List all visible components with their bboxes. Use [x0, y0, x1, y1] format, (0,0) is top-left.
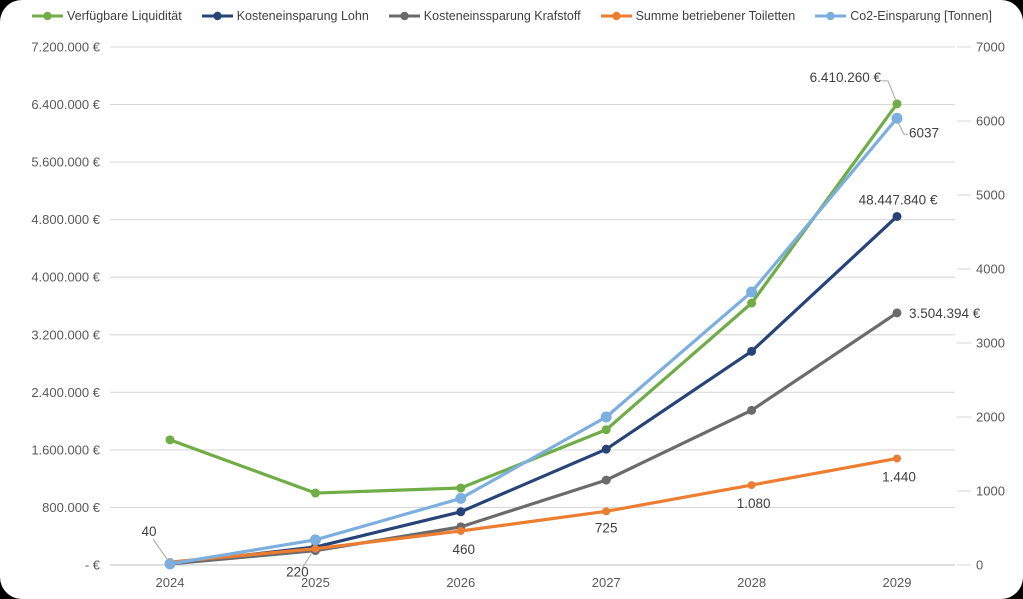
- right-axis-tick-label: 7000: [976, 40, 1005, 55]
- label-leader-line: [301, 553, 312, 568]
- label-leader-line: [881, 80, 897, 102]
- left-axis-tick-label: 4.800.000 €: [31, 212, 100, 227]
- data-label-summe-betriebener-toiletten-2026: 460: [453, 542, 476, 557]
- right-axis-tick-label: 5000: [976, 188, 1005, 203]
- data-point-kosteneinssparung-krafstoff-2027[interactable]: [601, 475, 611, 485]
- data-point-co2-einsparung-tonnen-2024[interactable]: [164, 558, 176, 570]
- legend-item-co2-einsparung-tonnen[interactable]: Co2-Einsparung [Tonnen]: [814, 9, 992, 23]
- legend-label: Co2-Einsparung [Tonnen]: [850, 9, 992, 23]
- label-leader-line: [897, 122, 908, 135]
- data-labels: 6.410.260 € 48.447.840 € 3.504.394 € 6037 40…: [141, 70, 980, 580]
- data-point-kosteneinssparung-krafstoff-2029[interactable]: [892, 308, 902, 318]
- data-label-summe-betriebener-toiletten-2029: 1.440: [882, 469, 916, 484]
- left-axis-tick-label: 3.200.000 €: [31, 327, 100, 342]
- data-point-co2-einsparung-tonnen-2028[interactable]: [746, 286, 758, 298]
- legend-line-marker-icon: [388, 11, 420, 21]
- data-point-verf-gbare-liquidit-t-2029[interactable]: [892, 99, 902, 109]
- chart-legend: Verfügbare Liquidität Kosteneinsparung Lo…: [0, 9, 1023, 23]
- right-axis-labels: 0 1000 2000 3000 4000 5000 6000 7000: [976, 40, 1005, 573]
- left-axis-tick-label: 1.600.000 €: [31, 442, 100, 457]
- left-axis-tick-label: 7.200.000 €: [31, 40, 100, 55]
- right-axis-tick-label: 1000: [976, 484, 1005, 499]
- x-axis-labels: 2024 2025 2026 2027 2028 2029: [156, 575, 912, 590]
- x-axis-tick-label: 2025: [301, 575, 330, 590]
- label-leader-line: [152, 538, 168, 560]
- data-label-co2-einsparung-tonnen-2029: 6037: [909, 125, 939, 140]
- left-axis-tick-label: 5.600.000 €: [31, 155, 100, 170]
- legend-label: Kosteneinssparung Krafstoff: [423, 9, 581, 23]
- series-kosteneinsparung-lohn: [165, 211, 902, 569]
- x-axis-tick-label: 2028: [737, 575, 766, 590]
- right-axis-tick-label: 3000: [976, 336, 1005, 351]
- right-axis-ticks: [957, 46, 971, 566]
- left-axis-labels: - € 800.000 € 1.600.000 € 2.400.000 € 3.200.…: [31, 40, 100, 573]
- legend-item-kosteneinssparung-krafstoff[interactable]: Kosteneinssparung Krafstoff: [388, 9, 581, 23]
- left-axis-tick-label: 2.400.000 €: [31, 385, 100, 400]
- left-axis-tick-label: - €: [85, 558, 101, 573]
- right-axis-tick-label: 6000: [976, 114, 1005, 129]
- x-axis-tick-label: 2024: [156, 575, 185, 590]
- data-point-verf-gbare-liquidit-t-2027[interactable]: [601, 425, 611, 435]
- data-point-kosteneinsparung-lohn-2028[interactable]: [747, 346, 757, 356]
- x-axis-tick-label: 2029: [883, 575, 912, 590]
- series-co2-einsparung-tonnen: [164, 112, 903, 570]
- data-point-kosteneinssparung-krafstoff-2028[interactable]: [747, 405, 757, 415]
- x-axis-tick-label: 2026: [446, 575, 475, 590]
- data-point-verf-gbare-liquidit-t-2025[interactable]: [310, 488, 320, 498]
- legend-label: Verfügbare Liquidität: [67, 9, 182, 23]
- data-point-summe-betriebener-toiletten-2026[interactable]: [456, 526, 465, 535]
- right-axis-tick-label: 2000: [976, 410, 1005, 425]
- data-label-kosteneinssparung-krafstoff-2029: 3.504.394 €: [909, 306, 981, 321]
- legend-label: Summe betriebener Toiletten: [635, 9, 796, 23]
- data-point-summe-betriebener-toiletten-2027[interactable]: [602, 507, 611, 516]
- series-kosteneinssparung-krafstoff: [165, 308, 902, 569]
- legend-line-marker-icon: [32, 11, 64, 21]
- data-point-summe-betriebener-toiletten-2028[interactable]: [747, 481, 756, 490]
- right-axis-tick-label: 4000: [976, 262, 1005, 277]
- legend-line-marker-icon: [815, 11, 847, 21]
- left-axis-tick-label: 4.000.000 €: [31, 270, 100, 285]
- data-point-verf-gbare-liquidit-t-2028[interactable]: [747, 298, 757, 308]
- data-label-summe-betriebener-toiletten-2027: 725: [595, 520, 618, 535]
- right-axis-tick-label: 0: [976, 558, 983, 573]
- data-point-co2-einsparung-tonnen-2027[interactable]: [600, 411, 612, 423]
- data-point-co2-einsparung-tonnen-2025[interactable]: [309, 534, 321, 546]
- data-point-summe-betriebener-toiletten-2025[interactable]: [311, 544, 320, 553]
- legend-item-verf-gbare-liquidit-t[interactable]: Verfügbare Liquidität: [31, 9, 182, 23]
- left-axis-tick-label: 800.000 €: [42, 500, 101, 515]
- series-verf-gbare-liquidit-t: [165, 99, 902, 498]
- data-point-verf-gbare-liquidit-t-2026[interactable]: [456, 483, 466, 493]
- legend-label: Kosteneinsparung Lohn: [236, 9, 369, 23]
- data-point-summe-betriebener-toiletten-2029[interactable]: [893, 454, 901, 463]
- data-label-summe-betriebener-toiletten-2025: 220: [286, 565, 309, 580]
- legend-line-marker-icon: [600, 11, 632, 21]
- data-point-verf-gbare-liquidit-t-2024[interactable]: [165, 435, 175, 445]
- data-point-co2-einsparung-tonnen-2026[interactable]: [455, 492, 467, 504]
- gridlines: [110, 46, 955, 566]
- legend-item-summe-betriebener-toiletten[interactable]: Summe betriebener Toiletten: [600, 9, 796, 23]
- legend-item-kosteneinsparung-lohn[interactable]: Kosteneinsparung Lohn: [201, 9, 369, 23]
- data-label-verf-gbare-liquidit-t-2029: 6.410.260 €: [810, 70, 882, 85]
- x-axis-tick-label: 2027: [592, 575, 621, 590]
- data-point-kosteneinsparung-lohn-2029[interactable]: [892, 211, 902, 221]
- legend-line-marker-icon: [201, 11, 233, 21]
- data-label-kosteneinsparung-lohn-2029: 48.447.840 €: [859, 192, 938, 207]
- data-point-kosteneinsparung-lohn-2027[interactable]: [601, 444, 611, 454]
- data-label-summe-betriebener-toiletten-2024: 40: [141, 524, 156, 539]
- data-point-kosteneinsparung-lohn-2026[interactable]: [456, 507, 466, 517]
- data-point-co2-einsparung-tonnen-2029[interactable]: [891, 112, 903, 124]
- left-axis-tick-label: 6.400.000 €: [31, 97, 100, 112]
- series-summe-betriebener-toiletten: [166, 454, 901, 567]
- data-label-summe-betriebener-toiletten-2028: 1.080: [737, 496, 771, 511]
